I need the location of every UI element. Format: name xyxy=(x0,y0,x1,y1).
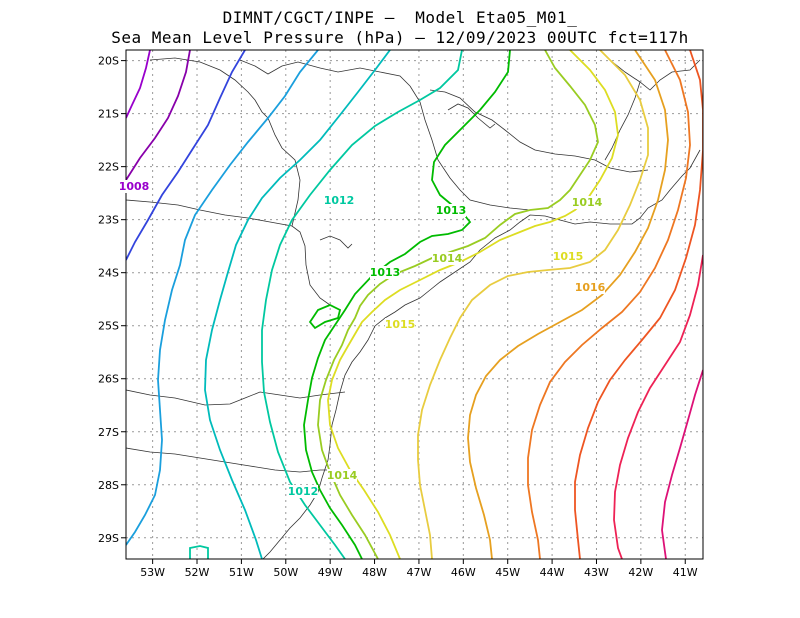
contour-label-bg xyxy=(327,469,357,482)
state-border xyxy=(267,117,301,227)
x-tick-label: 42W xyxy=(628,566,653,579)
y-tick-label: 20S xyxy=(98,55,119,68)
contour-label: 1015 xyxy=(553,250,584,263)
chart-title-line1: DIMNT/CGCT/INPE — Model Eta05_M01_ xyxy=(222,8,578,27)
state-border xyxy=(126,447,332,473)
state-border xyxy=(126,199,331,306)
contour-label-bg xyxy=(553,250,583,263)
isobar-1016 xyxy=(467,50,669,559)
state-border xyxy=(149,57,269,119)
contour-labels: 1008 1012 1013 1013 1014 1014 1014 1015 1015 1016… xyxy=(119,180,606,498)
x-tick-label: 53W xyxy=(140,566,165,579)
isobar-1014 xyxy=(317,50,599,559)
isobar-1012-closed xyxy=(189,545,209,559)
isobar-1020 xyxy=(661,369,703,559)
contour-label: 1013 xyxy=(436,204,467,217)
contour-label-bg xyxy=(119,180,149,193)
state-border xyxy=(429,89,649,173)
contour-label: 1012 xyxy=(324,194,355,207)
state-border xyxy=(609,59,701,91)
y-tick-label: 21S xyxy=(98,108,119,121)
state-border xyxy=(239,59,411,87)
isobar-1018 xyxy=(574,50,703,559)
axis-ticks: 53W 52W 51W 50W 49W 48W 47W 46W 45W 44W 43W 42W 41W 2… xyxy=(98,55,698,579)
river xyxy=(447,103,496,129)
x-tick-label: 49W xyxy=(318,566,343,579)
plot-frame xyxy=(125,49,704,560)
y-tick-label: 25S xyxy=(98,320,119,333)
isobars xyxy=(126,50,703,559)
y-tick-label: 26S xyxy=(98,373,119,386)
coastline xyxy=(262,149,701,559)
isobar-1013-closed xyxy=(308,304,342,330)
y-tick-label: 22S xyxy=(98,161,119,174)
x-tick-label: 41W xyxy=(673,566,698,579)
x-tick-label: 44W xyxy=(540,566,565,579)
contour-label: 1014 xyxy=(572,196,603,209)
x-tick-label: 46W xyxy=(451,566,476,579)
contour-label: 1013 xyxy=(370,266,401,279)
x-tick-label: 50W xyxy=(273,566,298,579)
contour-label-bg xyxy=(432,252,462,265)
state-border xyxy=(409,85,531,211)
isobar-1015b xyxy=(417,50,649,559)
isobar-1011 xyxy=(204,50,391,559)
isobar-1007 xyxy=(126,50,151,119)
x-tick-label: 48W xyxy=(362,566,387,579)
contour-label-bg xyxy=(288,485,318,498)
state-border xyxy=(604,81,641,161)
isobar-1019 xyxy=(613,254,703,559)
isobar-1010 xyxy=(126,50,319,546)
isobar-1013 xyxy=(303,50,511,559)
contour-label: 1014 xyxy=(327,469,358,482)
isobar-1008 xyxy=(126,50,191,181)
chart-title-line2: Sea Mean Level Pressure (hPa) — 12/09/20… xyxy=(111,28,689,47)
y-tick-label: 28S xyxy=(98,479,119,492)
river xyxy=(319,235,353,249)
contour-label-bg xyxy=(385,318,415,331)
contour-label: 1008 xyxy=(119,180,150,193)
y-tick-label: 27S xyxy=(98,426,119,439)
isobar-1015 xyxy=(327,50,619,559)
isobar-1009 xyxy=(126,50,246,261)
isobar-1017 xyxy=(527,50,691,559)
y-tick-label: 29S xyxy=(98,532,119,545)
contour-label: 1012 xyxy=(288,485,319,498)
y-tick-label: 23S xyxy=(98,214,119,227)
contour-label: 1015 xyxy=(385,318,416,331)
x-tick-label: 47W xyxy=(407,566,432,579)
x-tick-label: 51W xyxy=(229,566,254,579)
x-tick-label: 43W xyxy=(584,566,609,579)
contour-label-bg xyxy=(575,281,605,294)
contour-label-bg xyxy=(436,204,466,217)
x-tick-label: 45W xyxy=(495,566,520,579)
contour-label: 1014 xyxy=(432,252,463,265)
contour-label: 1016 xyxy=(575,281,606,294)
x-tick-label: 52W xyxy=(185,566,210,579)
contour-label-bg xyxy=(324,194,354,207)
contour-label-bg xyxy=(370,266,400,279)
contour-label-bg xyxy=(572,196,602,209)
state-border xyxy=(126,389,346,406)
y-tick-label: 24S xyxy=(98,267,119,280)
